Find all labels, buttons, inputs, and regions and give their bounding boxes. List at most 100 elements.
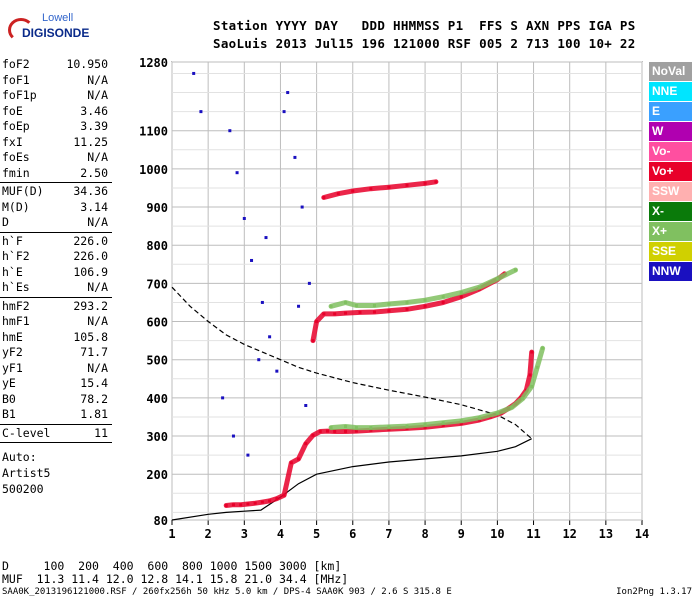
x-tick-label: 6	[349, 527, 356, 541]
param-value: N/A	[87, 215, 108, 229]
param-key: M(D)	[2, 199, 30, 214]
data-point	[275, 497, 279, 501]
legend-item-w: W	[649, 122, 692, 141]
data-point	[387, 309, 391, 313]
param-value: N/A	[87, 280, 108, 294]
true-height-curve	[171, 438, 532, 521]
data-point	[372, 304, 376, 308]
y-tick-label: 200	[146, 468, 168, 482]
param-row-h-es: h`Es N/A	[2, 280, 108, 295]
param-value: 10.950	[66, 57, 108, 71]
data-point	[387, 302, 391, 306]
legend-item-x-: X-	[649, 202, 692, 221]
data-point	[304, 404, 308, 407]
data-point	[293, 155, 297, 159]
data-point	[311, 339, 315, 343]
param-row-c-level: C-level 11	[2, 426, 108, 441]
param-row-fof2: foF2 10.950	[2, 57, 108, 72]
param-key: foF1	[2, 72, 30, 87]
x-tick-label: 7	[385, 527, 392, 541]
data-point	[459, 291, 463, 295]
data-point	[423, 181, 427, 185]
data-point	[282, 493, 286, 497]
data-point	[358, 310, 362, 314]
data-point	[297, 304, 301, 308]
param-value: 293.2	[73, 298, 108, 313]
y-tick-label: 900	[146, 201, 168, 215]
param-key: yF1	[2, 360, 23, 375]
data-point	[307, 281, 311, 285]
data-point	[459, 419, 463, 423]
param-value: 2.50	[80, 165, 108, 180]
data-point	[369, 187, 373, 191]
footer-version: Ion2Png 1.3.17	[616, 587, 692, 597]
data-point	[441, 421, 445, 425]
param-row-h-f2: h`F2 226.0	[2, 249, 108, 264]
panel-divider	[0, 231, 112, 233]
data-point	[369, 426, 373, 430]
data-point	[286, 91, 290, 95]
data-point	[477, 285, 481, 289]
param-value: N/A	[87, 150, 108, 164]
param-value: 34.36	[73, 184, 108, 198]
x-tick-label: 10	[490, 527, 504, 541]
param-key: B0	[2, 391, 16, 406]
data-point	[387, 185, 391, 189]
data-point	[434, 180, 438, 184]
x-tick-label: 4	[277, 527, 284, 541]
data-point	[423, 298, 427, 302]
data-point	[336, 192, 340, 196]
footer-info: SAA0K_2013196121000.RSF / 260fx256h 50 k…	[2, 587, 452, 597]
data-point	[300, 205, 304, 209]
muf-row: MUF 11.3 11.4 12.0 12.8 14.1 15.8 21.0 3…	[2, 572, 349, 586]
param-row-ye: yE 15.4	[2, 376, 108, 391]
plot-frame	[171, 61, 643, 521]
data-point	[257, 358, 261, 362]
param-key: h`F2	[2, 249, 30, 263]
param-value: 1.81	[80, 407, 108, 421]
data-point	[329, 426, 333, 430]
data-point	[304, 442, 308, 446]
data-point	[221, 396, 225, 400]
logo-bottom-text: DIGISONDE	[22, 26, 90, 40]
x-tick-label: 8	[421, 527, 428, 541]
data-point	[521, 397, 525, 401]
param-key: C-level	[2, 425, 51, 440]
param-key: MUF(D)	[2, 184, 44, 198]
data-point	[372, 310, 376, 314]
param-row-hmf1: hmF1 N/A	[2, 314, 108, 329]
data-point	[231, 434, 235, 438]
data-point	[530, 384, 534, 388]
data-point	[423, 304, 427, 308]
data-point	[344, 311, 348, 315]
param-key: fmin	[2, 165, 30, 180]
data-point	[459, 421, 463, 425]
param-value: 11.25	[73, 134, 108, 149]
data-point	[289, 461, 293, 465]
x-tick-label: 3	[241, 527, 248, 541]
param-key: h`E	[2, 264, 23, 279]
param-value: N/A	[87, 360, 108, 375]
data-point	[311, 433, 315, 437]
param-value: 3.14	[80, 199, 108, 214]
trace-vo-	[321, 179, 439, 200]
data-point	[325, 429, 329, 433]
param-key: hmE	[2, 329, 23, 344]
legend-item-nne: NNE	[649, 82, 692, 101]
data-point	[354, 426, 358, 430]
panel-divider	[0, 442, 112, 443]
data-point	[224, 503, 228, 507]
data-point	[405, 307, 409, 311]
data-point	[530, 350, 534, 354]
data-point	[535, 365, 539, 369]
auto-line: Artist5	[2, 466, 51, 480]
data-point	[423, 423, 427, 427]
data-point	[477, 416, 481, 420]
param-key: foEs	[2, 150, 30, 164]
data-point	[199, 110, 203, 114]
param-value: N/A	[87, 314, 108, 328]
x-tick-label: 5	[313, 527, 320, 541]
y-tick-label: 500	[146, 354, 168, 368]
data-point	[510, 405, 514, 409]
data-point	[333, 312, 337, 316]
